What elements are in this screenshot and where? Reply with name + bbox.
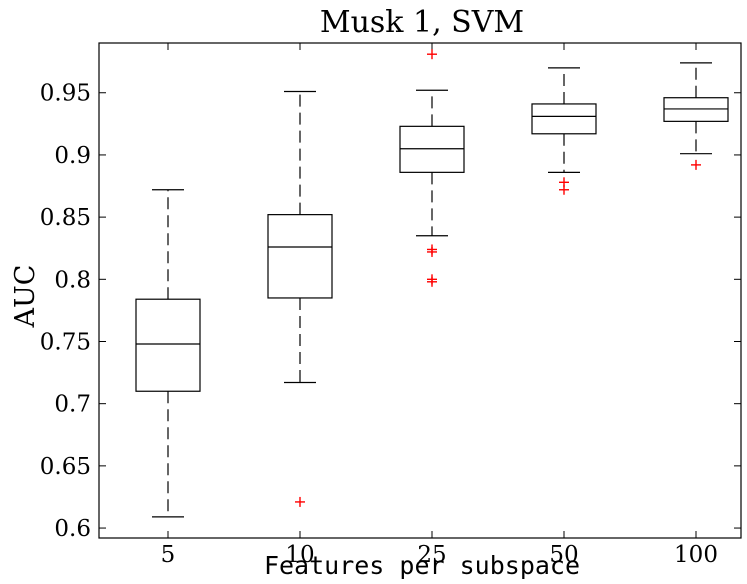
x-tick-label: 50 xyxy=(549,542,578,568)
chart-title: Musk 1, SVM xyxy=(320,5,524,40)
outlier-marker xyxy=(427,276,437,287)
outlier-marker xyxy=(427,246,437,257)
plot-frame xyxy=(98,42,742,539)
x-tick-label: 25 xyxy=(417,542,446,568)
x-tick-label: 100 xyxy=(674,542,718,568)
interquartile-box xyxy=(135,298,201,392)
y-tick-label: 0.95 xyxy=(40,81,91,107)
interquartile-box xyxy=(663,97,729,122)
outlier-marker xyxy=(427,49,437,60)
box-10 xyxy=(267,90,333,507)
x-tick-label: 10 xyxy=(285,542,314,568)
y-axis: 0.6 0.65 0.7 0.75 0.8 0.85 0.9 0.95 xyxy=(40,81,741,542)
box-100 xyxy=(663,62,729,170)
y-tick-label: 0.8 xyxy=(54,267,91,293)
outlier-marker xyxy=(295,496,305,507)
y-tick-label: 0.9 xyxy=(54,143,91,169)
interquartile-box xyxy=(399,125,465,173)
box-25 xyxy=(399,49,465,287)
box-plot-series xyxy=(135,49,729,518)
outlier-marker xyxy=(691,159,701,170)
y-tick-label: 0.75 xyxy=(40,329,91,355)
outlier-marker xyxy=(559,184,569,195)
box-50 xyxy=(531,67,597,195)
y-tick-label: 0.6 xyxy=(54,516,91,542)
interquartile-box xyxy=(531,103,597,135)
interquartile-box xyxy=(267,214,333,299)
y-tick-label: 0.65 xyxy=(40,454,91,480)
x-tick-label: 5 xyxy=(161,542,176,568)
y-tick-label: 0.85 xyxy=(40,205,91,231)
y-tick-label: 0.7 xyxy=(54,392,91,418)
x-axis: 5 10 25 50 100 xyxy=(161,43,718,568)
box-5 xyxy=(135,189,201,518)
y-axis-label: AUC xyxy=(10,265,41,329)
x-axis-label: Features per subspace xyxy=(264,551,580,580)
